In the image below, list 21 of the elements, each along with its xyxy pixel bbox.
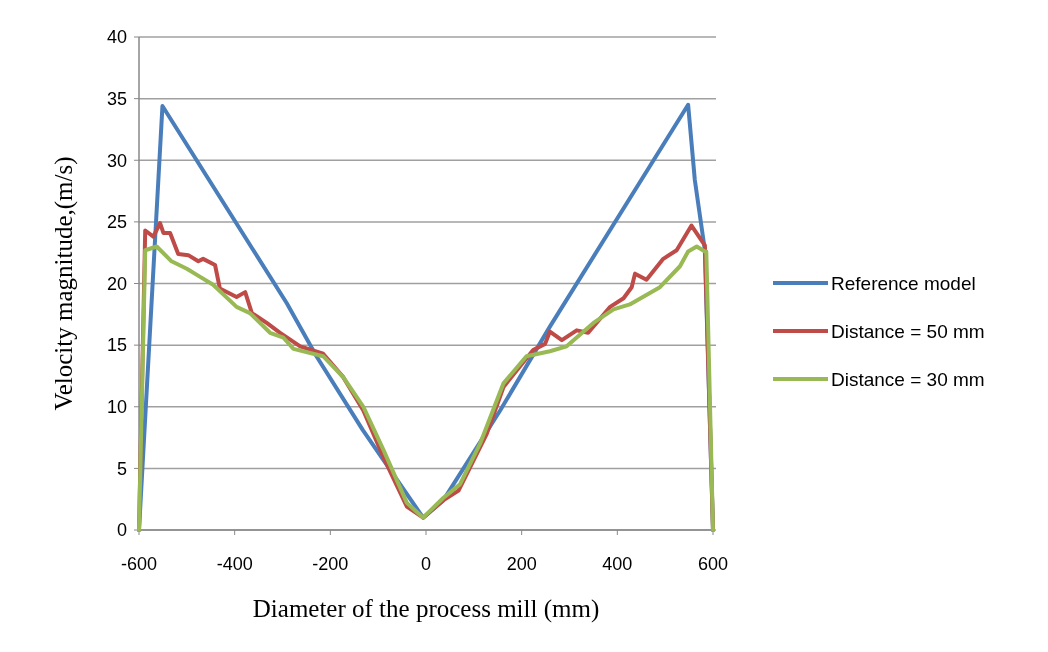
legend-label: Distance = 50 mm bbox=[831, 320, 985, 342]
y-tick-label: 30 bbox=[106, 150, 127, 171]
y-tick-label: 25 bbox=[106, 212, 127, 233]
y-tick-label: 0 bbox=[116, 520, 127, 541]
y-tick-label: 10 bbox=[106, 397, 127, 418]
y-axis-title: Velocity magnitude,(m/s) bbox=[50, 156, 78, 411]
y-tick-label: 35 bbox=[106, 88, 127, 109]
x-tick-label: 400 bbox=[602, 554, 633, 574]
x-tick-label: 600 bbox=[697, 554, 729, 574]
x-tick-label: -400 bbox=[216, 554, 253, 574]
y-tick-label: 15 bbox=[106, 335, 127, 356]
y-tick-label: 40 bbox=[106, 27, 127, 48]
x-tick-label: -600 bbox=[120, 554, 158, 574]
legend-label: Distance = 30 mm bbox=[831, 368, 985, 390]
legend-label: Reference model bbox=[831, 272, 976, 294]
y-tick-label: 5 bbox=[116, 458, 127, 479]
x-tick-label: 0 bbox=[420, 554, 432, 574]
y-tick-label: 20 bbox=[106, 273, 127, 294]
x-axis-title: Diameter of the process mill (mm) bbox=[252, 595, 600, 623]
x-tick-label: -200 bbox=[312, 554, 349, 574]
x-tick-label: 200 bbox=[506, 554, 537, 574]
